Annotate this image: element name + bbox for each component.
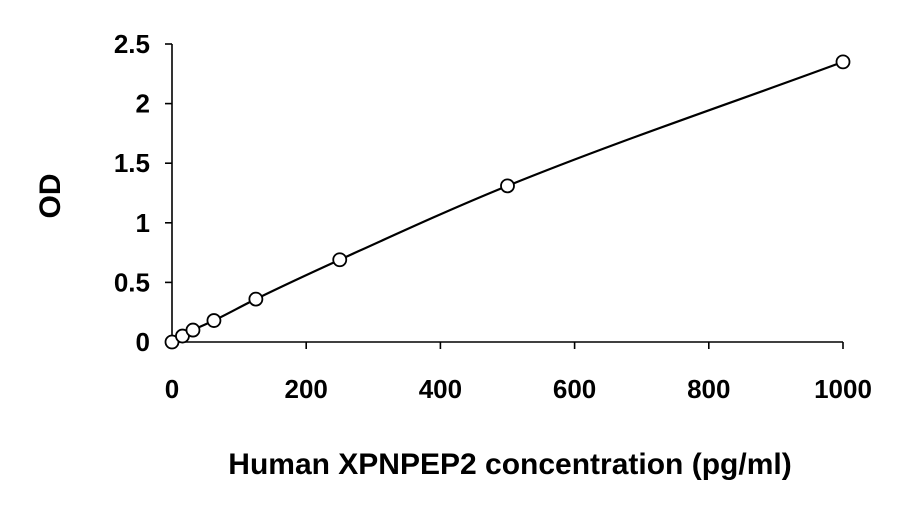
x-tick-label: 200 (285, 374, 328, 404)
x-tick-label: 800 (687, 374, 730, 404)
x-axis-title: Human XPNPEP2 concentration (pg/ml) (228, 448, 791, 481)
data-point (206, 313, 222, 328)
y-axis-title: OD (34, 174, 67, 219)
data-point (185, 322, 201, 338)
standard-curve-line (171, 60, 844, 343)
axes (171, 44, 843, 343)
y-axis-ticks: 0 0.5 1 1.5 2 2.5 (114, 29, 172, 357)
y-tick-label: 1 (136, 208, 150, 238)
x-tick-label: 400 (419, 374, 462, 404)
x-tick-label: 0 (165, 374, 179, 404)
data-point (500, 178, 515, 194)
data-point (248, 291, 264, 307)
y-tick-label: 2.5 (114, 29, 150, 59)
y-tick-label: 2 (136, 89, 150, 119)
x-tick-label: 600 (553, 374, 596, 404)
data-point-markers (164, 54, 851, 350)
data-point (332, 252, 348, 268)
x-axis-ticks: 0 200 400 600 800 1000 (165, 342, 872, 404)
y-tick-label: 1.5 (114, 148, 150, 178)
y-tick-label: 0.5 (114, 267, 150, 297)
data-point (835, 54, 851, 70)
x-tick-label: 1000 (814, 374, 872, 404)
y-tick-label: 0 (136, 327, 150, 357)
